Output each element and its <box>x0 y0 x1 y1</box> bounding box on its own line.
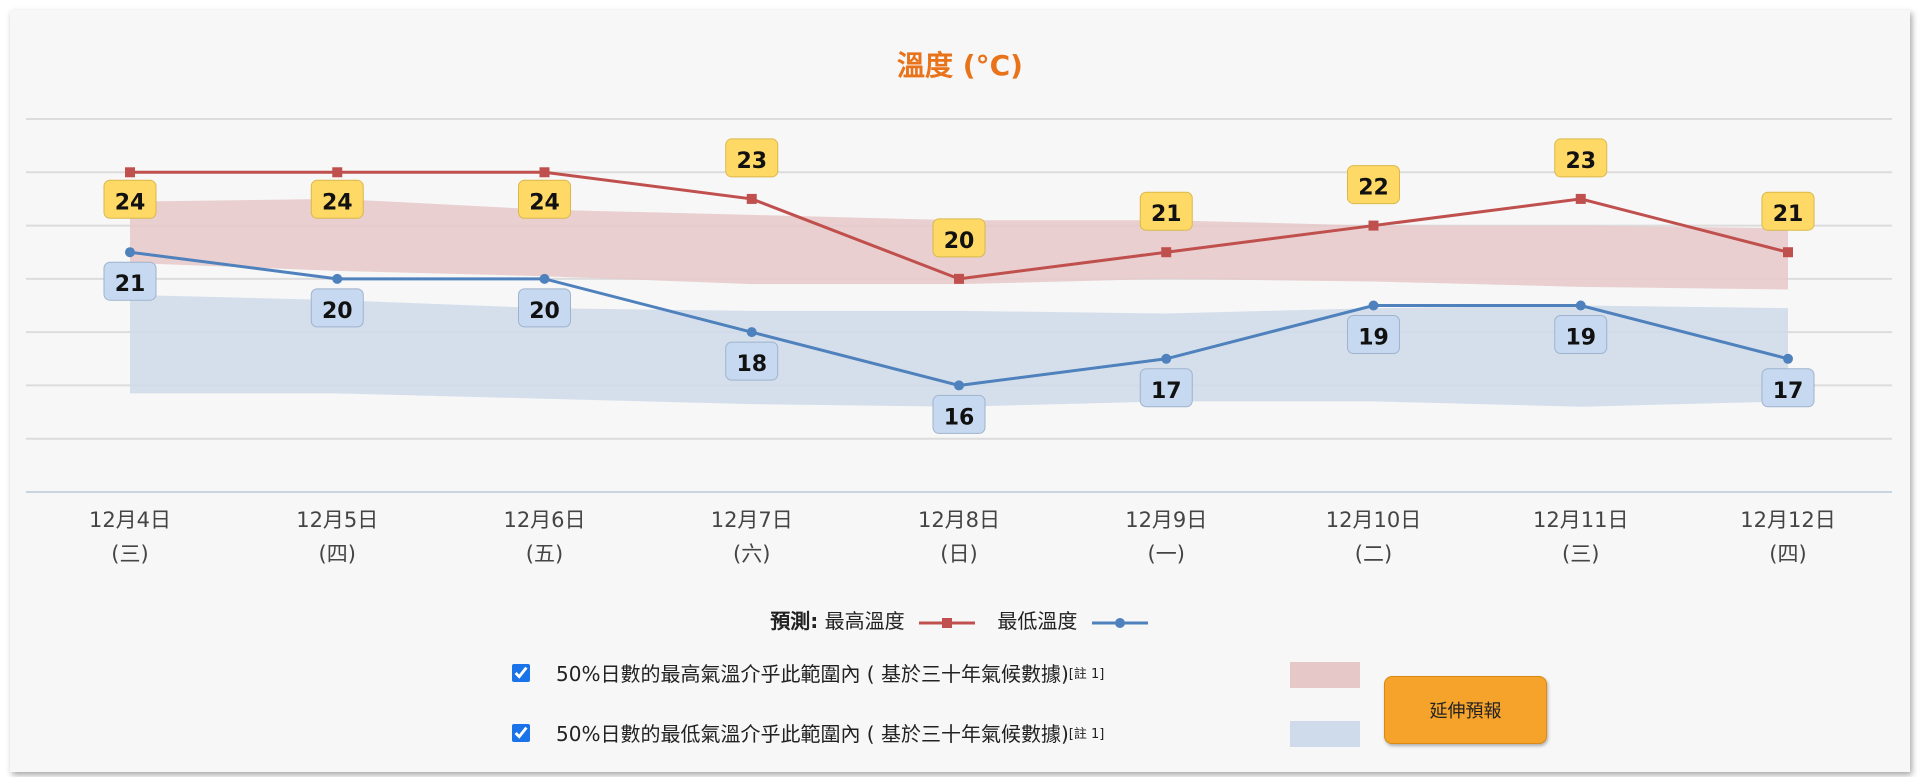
max-temp-label: 24 <box>322 190 353 215</box>
chart-title: 溫度 (°C) <box>897 49 1023 82</box>
max-temp-point <box>125 167 135 178</box>
max-band-option: 50%日數的最高氣溫介乎此範圍內 ( 基於三十年氣候數據) [註 1] <box>512 658 1104 687</box>
max-band-checkbox[interactable] <box>512 663 530 682</box>
max-temp-point <box>1575 193 1586 204</box>
extended-forecast-button[interactable]: 延伸預報 <box>1384 676 1547 744</box>
min-temp-point <box>1575 300 1586 311</box>
min-temp-label: 21 <box>115 272 146 297</box>
max-temp-label: 20 <box>944 229 975 254</box>
x-tick-weekday: (一) <box>1148 542 1185 566</box>
temperature-chart: 12月4日 (三) 12月5日 (四) 12月6日 (五) 12月7日 (六) 12月8日 (日)… <box>26 118 1892 566</box>
legend-min-label: 最低溫度 <box>997 609 1078 633</box>
max-temp-label-box <box>932 218 986 258</box>
max-band-label: 50%日數的最高氣溫介乎此範圍內 ( 基於三十年氣候數據) <box>556 662 1069 686</box>
x-tick-label: 12月4日 <box>89 508 171 532</box>
min-temp-label: 20 <box>322 299 353 324</box>
min-temp-label: 19 <box>1565 326 1596 351</box>
min-band-label: 50%日數的最低氣溫介乎此範圍內 ( 基於三十年氣候數據) <box>556 722 1069 746</box>
max-temp-point <box>1783 247 1793 258</box>
min-temp-label: 18 <box>736 352 767 377</box>
min-temp-label-box <box>1554 315 1608 354</box>
min-temp-label-box <box>310 288 364 328</box>
min-temp-point <box>539 273 550 284</box>
min-temp-label: 17 <box>1151 379 1182 404</box>
x-tick-label: 12月6日 <box>503 508 585 532</box>
max-temp-label: 23 <box>736 149 767 174</box>
min-temp-label: 20 <box>529 299 560 324</box>
min-band-note[interactable]: [註 1] <box>1068 727 1105 742</box>
x-tick-label: 12月8日 <box>918 508 1000 532</box>
x-tick-label: 12月7日 <box>711 508 793 532</box>
min-temp-label-box <box>725 341 779 381</box>
legend-min-line-icon <box>1091 617 1148 628</box>
min-temp-point <box>1368 300 1379 311</box>
x-tick-weekday: (五) <box>526 542 563 566</box>
min-temp-point <box>746 327 757 338</box>
min-band-swatch <box>1290 721 1360 747</box>
min-band-option: 50%日數的最低氣溫介乎此範圍內 ( 基於三十年氣候數據) [註 1] <box>512 718 1104 747</box>
max-band-swatch <box>1290 662 1360 688</box>
max-temp-point <box>746 193 757 204</box>
legend-prefix: 預測: <box>770 609 819 633</box>
x-tick-weekday: (四) <box>319 542 356 566</box>
x-tick-label: 12月10日 <box>1326 508 1421 532</box>
x-tick-label: 12月5日 <box>296 508 378 532</box>
x-tick-weekday: (三) <box>1562 542 1599 566</box>
min-temp-label: 17 <box>1773 379 1804 404</box>
max-temp-point <box>332 167 343 178</box>
min-temp-point <box>332 273 343 284</box>
min-band-checkbox[interactable] <box>512 723 530 742</box>
min-temp-label-box <box>1347 315 1400 354</box>
max-temp-label: 21 <box>1773 202 1804 227</box>
max-temp-point <box>1161 247 1172 258</box>
x-tick-weekday: (三) <box>111 542 148 566</box>
x-tick-label: 12月9日 <box>1125 508 1207 532</box>
legend-max-line-icon <box>919 617 975 628</box>
min-temp-label-box <box>932 394 986 434</box>
min-temp-point <box>1783 353 1793 364</box>
min-temp-label-box <box>1139 368 1193 408</box>
min-temp-label-box <box>518 288 571 328</box>
min-temp-label: 16 <box>944 405 975 430</box>
x-tick-label: 12月11日 <box>1533 508 1628 532</box>
max-temp-label: 24 <box>529 190 560 215</box>
max-temp-label-box <box>518 179 571 219</box>
max-temp-label-box <box>1347 165 1400 205</box>
max-temp-point <box>954 273 964 284</box>
x-tick-weekday: (日) <box>940 542 977 566</box>
min-temp-point <box>125 247 135 258</box>
x-tick-weekday: (六) <box>733 542 770 566</box>
max-temp-label-box <box>1139 191 1193 231</box>
max-temp-label-box <box>103 179 157 219</box>
max-temp-label: 23 <box>1565 149 1596 174</box>
min-temp-point <box>954 380 964 391</box>
max-temp-label-box <box>725 138 779 178</box>
legend: 預測: 最高溫度 最低溫度 <box>0 605 1920 634</box>
x-tick-weekday: (二) <box>1355 542 1392 566</box>
min-temp-label-box <box>1761 368 1815 408</box>
max-temp-point <box>539 167 550 178</box>
max-temp-label-box <box>310 179 364 219</box>
max-temp-label: 21 <box>1151 202 1182 227</box>
legend-max-label: 最高溫度 <box>824 609 905 633</box>
max-temp-label: 22 <box>1358 176 1389 201</box>
max-band-note[interactable]: [註 1] <box>1068 667 1105 682</box>
max-temp-label-box <box>1554 138 1608 178</box>
max-temp-label: 24 <box>115 190 146 215</box>
max-temp-label-box <box>1761 191 1815 231</box>
min-temp-label-box <box>103 261 157 301</box>
x-tick-label: 12月12日 <box>1740 508 1835 532</box>
min-temp-label: 19 <box>1358 326 1389 351</box>
max-temp-point <box>1368 220 1379 231</box>
min-temp-point <box>1161 353 1172 364</box>
x-tick-weekday: (四) <box>1769 542 1806 566</box>
